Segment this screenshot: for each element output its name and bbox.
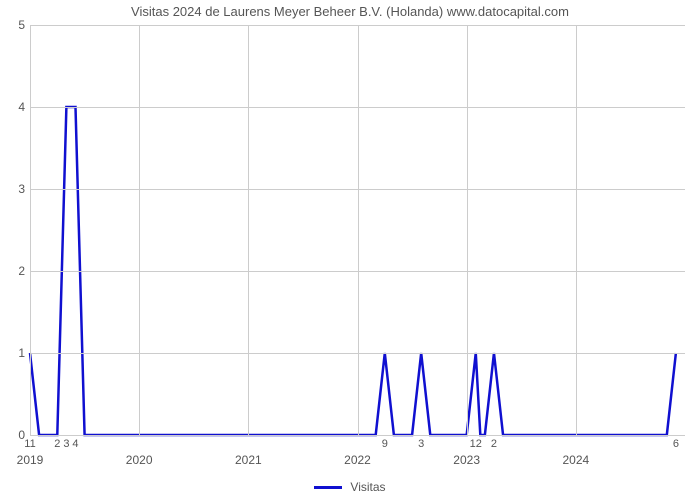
plot-area xyxy=(30,25,685,436)
gridline-vertical xyxy=(467,25,468,435)
legend-label: Visitas xyxy=(350,480,385,494)
gridline-horizontal xyxy=(30,435,685,436)
y-tick-label: 2 xyxy=(5,264,25,278)
gridline-vertical xyxy=(30,25,31,435)
y-tick-label: 3 xyxy=(5,182,25,196)
x-point-label: 4 xyxy=(72,438,78,450)
chart-title: Visitas 2024 de Laurens Meyer Beheer B.V… xyxy=(0,4,700,19)
x-year-label: 2019 xyxy=(17,453,44,467)
x-year-label: 2022 xyxy=(344,453,371,467)
x-point-label: 3 xyxy=(63,438,69,450)
legend-item: Visitas xyxy=(314,480,385,494)
x-year-label: 2023 xyxy=(453,453,480,467)
gridline-vertical xyxy=(358,25,359,435)
legend: Visitas xyxy=(0,476,700,495)
gridline-vertical xyxy=(576,25,577,435)
x-year-label: 2024 xyxy=(562,453,589,467)
x-point-label: 9 xyxy=(382,438,388,450)
x-point-label: 11 xyxy=(24,438,35,450)
legend-swatch xyxy=(314,486,342,489)
y-tick-label: 5 xyxy=(5,18,25,32)
x-point-label: 6 xyxy=(673,438,679,450)
y-tick-label: 4 xyxy=(5,100,25,114)
x-point-label: 3 xyxy=(418,438,424,450)
x-point-label: 2 xyxy=(54,438,60,450)
y-tick-label: 1 xyxy=(5,346,25,360)
y-tick-label: 0 xyxy=(5,428,25,442)
x-point-label: 2 xyxy=(491,438,497,450)
gridline-vertical xyxy=(248,25,249,435)
x-year-label: 2020 xyxy=(126,453,153,467)
x-year-label: 2021 xyxy=(235,453,262,467)
chart-container: Visitas 2024 de Laurens Meyer Beheer B.V… xyxy=(0,0,700,500)
x-point-label: 12 xyxy=(470,438,482,450)
gridline-vertical xyxy=(139,25,140,435)
